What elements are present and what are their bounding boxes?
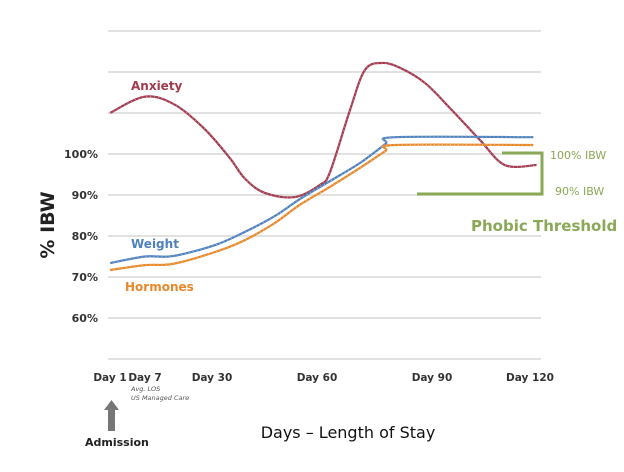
series-markers-weight: [109, 136, 534, 264]
x-tick-labels: Day 1 Day 7 Day 30 Day 60 Day 90 Day 120: [93, 372, 554, 384]
phobic-threshold-label: Phobic Threshold: [471, 217, 617, 235]
series-markers-hormones: [109, 144, 534, 271]
y-tick-label: 100%: [64, 148, 98, 161]
gridlines: [108, 30, 541, 360]
admission-arrow-icon: [104, 400, 119, 431]
admission-label: Admission: [85, 436, 149, 449]
y-tick-label: 90%: [72, 189, 98, 202]
phobic-threshold-bracket: 100% IBW 90% IBW Phobic Threshold: [417, 149, 617, 235]
x-tick-label: Day 30: [192, 372, 233, 384]
y-tick-label: 80%: [72, 230, 98, 243]
x-tick-label: Day 1: [93, 372, 126, 384]
day7-note-line2: US Managed Care: [131, 394, 189, 402]
y-tick-labels: 60% 70% 80% 90% 100%: [64, 148, 98, 325]
phobic-upper-label: 100% IBW: [550, 149, 606, 162]
y-tick-label: 70%: [72, 271, 98, 284]
series-line-weight: [109, 135, 534, 265]
x-tick-label: Day 7: [128, 372, 161, 384]
phobic-lower-label: 90% IBW: [555, 185, 604, 198]
day7-note-line1: Avg. LOS: [130, 385, 160, 393]
y-axis-title: % IBW: [37, 191, 59, 258]
series-label-anxiety: Anxiety: [131, 79, 183, 93]
phobic-threshold-line: [417, 151, 544, 196]
y-tick-label: 60%: [72, 312, 98, 325]
x-tick-label: Day 120: [506, 372, 554, 384]
x-tick-label: Day 60: [297, 372, 338, 384]
series-label-weight: Weight: [131, 237, 179, 251]
series-lines: [109, 61, 537, 272]
series-line-hormones: [109, 143, 534, 272]
x-axis-title: Days – Length of Stay: [261, 423, 436, 442]
x-tick-label: Day 90: [412, 372, 453, 384]
series-label-hormones: Hormones: [125, 280, 194, 294]
